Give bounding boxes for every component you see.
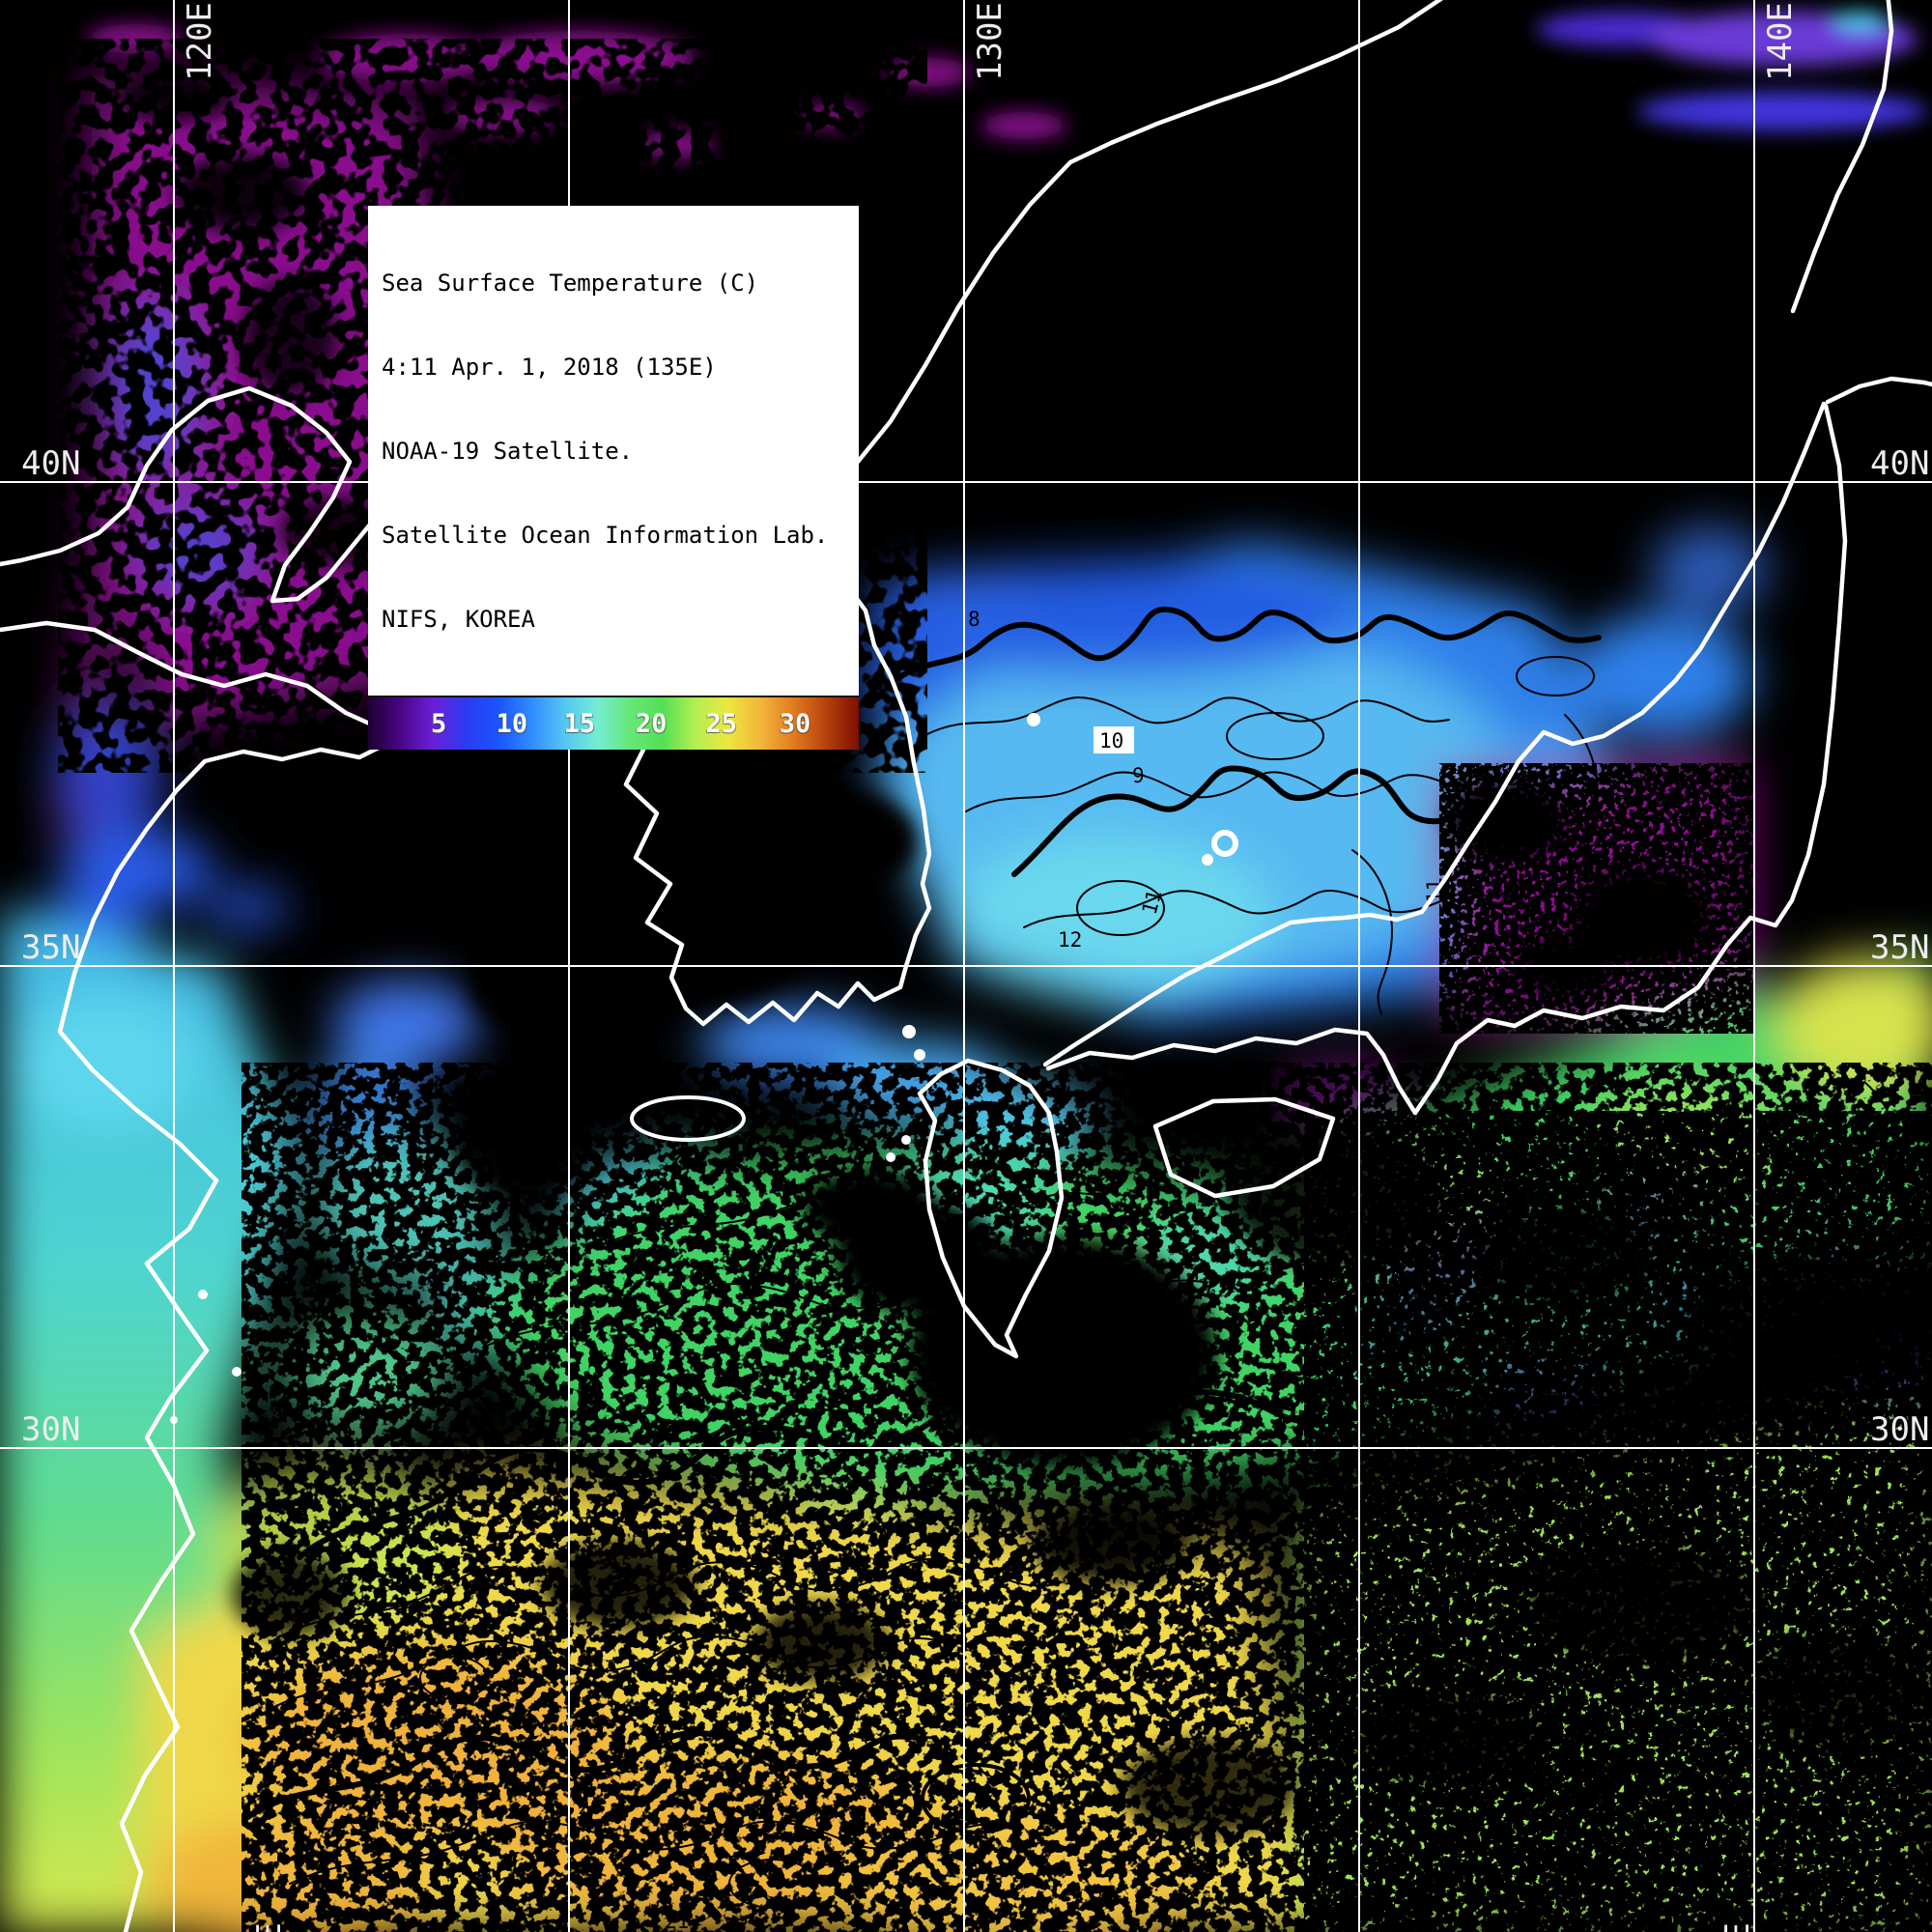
label-140e-bottom: 140E <box>1719 1922 1757 1932</box>
label-140e-top: 140E <box>1761 2 1800 81</box>
coastline-honshu-south <box>1045 403 1848 1116</box>
coastline-hokkaido <box>1790 0 1894 314</box>
title-line: Sea Surface Temperature (C) <box>382 270 759 297</box>
colorbar-tick-5: 5 <box>431 709 447 739</box>
info-box-text: Sea Surface Temperature (C) 4:11 Apr. 1,… <box>368 206 859 696</box>
label-120e-bottom: 120E <box>250 1922 289 1932</box>
svg-text:8: 8 <box>968 608 980 631</box>
colorbar: 5 10 15 20 25 30 <box>368 696 859 750</box>
svg-text:20: 20 <box>578 1796 602 1819</box>
colorbar-tick-20: 20 <box>635 709 668 739</box>
label-30n-left: 30N <box>21 1410 80 1449</box>
lab-line: Satellite Ocean Information Lab. <box>382 522 829 549</box>
label-40n-right: 40N <box>1870 444 1929 483</box>
satellite-line: NOAA-19 Satellite. <box>382 438 634 465</box>
svg-text:15: 15 <box>609 1554 633 1577</box>
datetime-line: 4:11 Apr. 1, 2018 (135E) <box>382 354 717 381</box>
cloud-speckle-southeast <box>1304 1111 1932 1932</box>
colorbar-gradient <box>368 697 859 750</box>
colorbar-tick-15: 15 <box>563 709 596 739</box>
org-line: NIFS, KOREA <box>382 606 535 633</box>
label-130e-top: 130E <box>971 2 1009 81</box>
coastline-jeju <box>630 1095 746 1142</box>
graticule-labels: 120E 130E 140E 120E 140E 40N 35N 30N 40N… <box>21 2 1929 1932</box>
label-35n-right: 35N <box>1870 928 1929 967</box>
svg-text:12: 12 <box>1058 928 1082 952</box>
label-35n-left: 35N <box>21 928 80 967</box>
label-40n-left: 40N <box>21 444 80 483</box>
coastline-shikoku <box>1152 1096 1336 1199</box>
svg-text:10: 10 <box>1099 729 1123 753</box>
svg-text:18: 18 <box>1428 1618 1452 1641</box>
info-box: Sea Surface Temperature (C) 4:11 Apr. 1,… <box>368 206 859 750</box>
coastline-china <box>0 620 393 1932</box>
colorbar-tick-30: 30 <box>779 709 811 739</box>
coastline-kyushu <box>917 1058 1065 1359</box>
svg-text:16: 16 <box>860 1336 884 1359</box>
svg-text:9: 9 <box>1132 764 1145 787</box>
label-120e-top: 120E <box>181 2 219 81</box>
colorbar-tick-10: 10 <box>496 709 528 739</box>
label-30n-right: 30N <box>1870 1410 1929 1449</box>
svg-text:21: 21 <box>665 1910 689 1932</box>
colorbar-tick-25: 25 <box>705 709 738 739</box>
oki-island-ring <box>1211 830 1238 857</box>
small-islands <box>170 713 1213 1424</box>
